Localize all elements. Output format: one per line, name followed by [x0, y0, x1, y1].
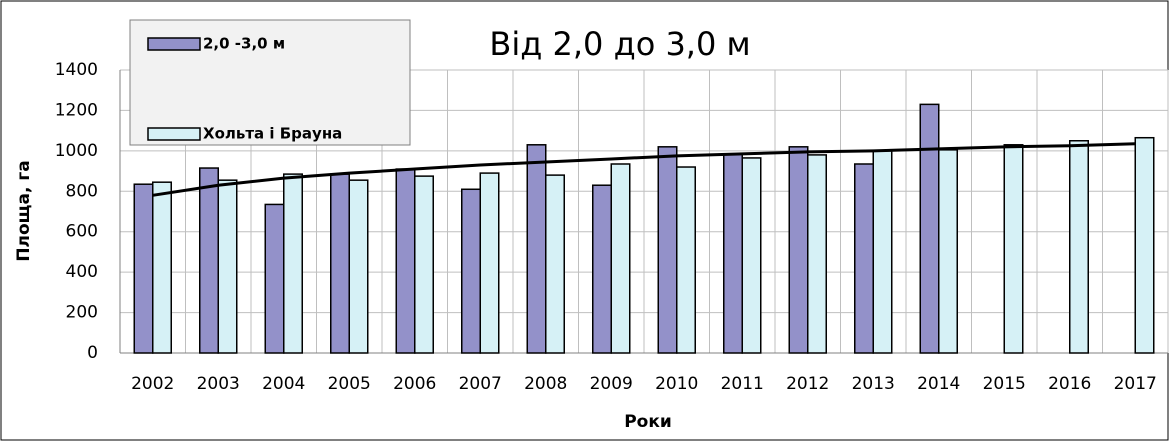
bar: [657, 146, 678, 354]
x-tick-label: 2002: [131, 374, 174, 394]
bar: [199, 167, 219, 354]
y-tick-label: 600: [66, 222, 98, 242]
legend-label: Хольта і Брауна: [203, 125, 342, 143]
trend-line: [152, 142, 1136, 197]
legend-swatch: [147, 127, 201, 141]
x-tick-label: 2009: [590, 374, 633, 394]
legend-label: 2,0 -3,0 м: [203, 35, 285, 53]
bar: [264, 203, 285, 354]
y-tick-label: 0: [87, 343, 98, 363]
chart-title: Від 2,0 до 3,0 м: [489, 25, 750, 63]
bar: [395, 168, 416, 354]
bar: [1134, 136, 1155, 354]
bar: [545, 174, 565, 354]
bar: [330, 173, 350, 354]
y-tick-label: 200: [66, 303, 98, 323]
bar: [152, 181, 172, 354]
bar: [938, 149, 958, 354]
x-tick-label: 2010: [655, 374, 698, 394]
bar: [1003, 144, 1024, 354]
bar: [788, 146, 809, 354]
bar: [919, 103, 940, 354]
bar: [676, 166, 696, 354]
bar: [807, 154, 827, 354]
bar: [414, 175, 434, 354]
bar: [461, 188, 481, 354]
bar: [741, 157, 762, 354]
bar: [872, 150, 893, 354]
x-tick-label: 2012: [786, 374, 829, 394]
y-tick-label: 400: [66, 262, 98, 282]
y-tick-label: 1200: [55, 100, 98, 120]
bar: [723, 153, 743, 354]
x-tick-label: 2006: [393, 374, 436, 394]
bar: [526, 144, 547, 354]
x-tick-label: 2016: [1048, 374, 1091, 394]
x-tick-label: 2005: [328, 374, 371, 394]
x-tick-label: 2017: [1114, 374, 1157, 394]
x-tick-label: 2015: [983, 374, 1026, 394]
x-axis-label: Роки: [624, 412, 672, 432]
bar: [610, 163, 631, 354]
x-tick-label: 2011: [721, 374, 764, 394]
bar: [854, 163, 874, 354]
x-tick-label: 2008: [524, 374, 567, 394]
x-tick-label: 2004: [262, 374, 305, 394]
y-tick-label: 800: [66, 181, 98, 201]
bar: [1069, 140, 1089, 354]
bar: [592, 184, 612, 354]
bar: [133, 183, 154, 354]
x-tick-label: 2014: [917, 374, 960, 394]
x-tick-label: 2013: [852, 374, 895, 394]
y-tick-label: 1000: [55, 141, 98, 161]
legend-swatch: [147, 37, 201, 51]
y-tick-label: 1400: [55, 60, 98, 80]
bar: [283, 173, 303, 354]
bar: [217, 179, 238, 354]
x-tick-label: 2003: [197, 374, 240, 394]
y-axis-label: Площа, га: [14, 160, 34, 261]
bar: [479, 172, 500, 354]
x-tick-label: 2007: [459, 374, 502, 394]
bar: [348, 179, 369, 354]
